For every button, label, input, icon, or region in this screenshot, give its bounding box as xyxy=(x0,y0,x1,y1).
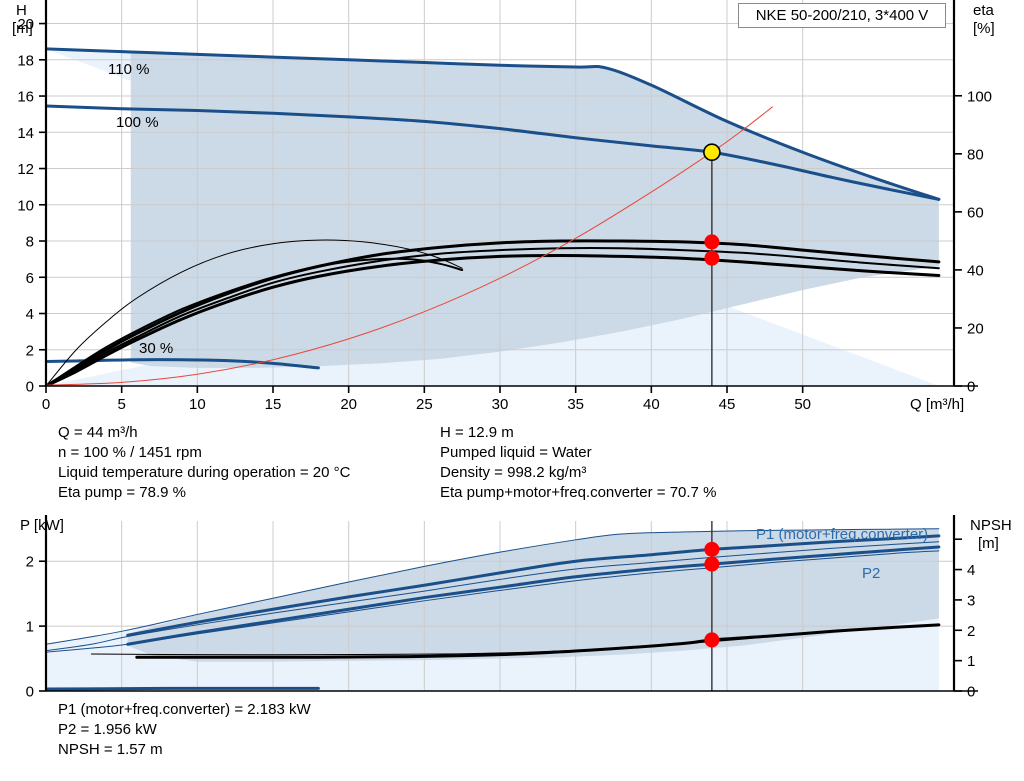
y2-tick-label: 3 xyxy=(967,592,975,609)
tick-marks: 0 2 4 6 8 10 12 14 16 18 20 0 20 40 60 80 100 0 5 10 15 20 25 3… xyxy=(17,16,992,413)
y-tick-label: 0 xyxy=(26,684,34,701)
y-tick-label: 2 xyxy=(26,554,34,571)
info-block-right: H = 12.9 m Pumped liquid = Water Density… xyxy=(440,423,716,503)
pump-title: NKE 50-200/210, 3*400 V xyxy=(755,7,929,24)
y2-tick-label: 40 xyxy=(967,262,984,279)
x-tick-label: 50 xyxy=(794,396,811,413)
curve-tag-110: 110 % xyxy=(108,61,150,78)
info-liquid-temp: Liquid temperature during operation = 20… xyxy=(58,464,351,481)
x-tick-label: 5 xyxy=(117,396,125,413)
y-tick-label: 16 xyxy=(17,89,34,106)
curve-eta-total xyxy=(46,254,941,386)
legend-p2: P2 xyxy=(862,565,881,582)
y2-tick-label: 20 xyxy=(967,320,984,337)
duty-marker-red xyxy=(704,234,720,250)
info-eta-pump: Eta pump = 78.9 % xyxy=(58,484,186,501)
y2-tick-label: 1 xyxy=(967,653,975,670)
y-tick-label: 8 xyxy=(26,234,34,251)
eta-axis-title: eta xyxy=(973,2,994,19)
duty-marker-red xyxy=(704,632,720,648)
x-tick-label: 0 xyxy=(42,396,50,413)
info-p2: P2 = 1.956 kW xyxy=(58,721,157,738)
npsh-axis-title: NPSH xyxy=(970,517,1012,534)
p-axis-title: P [kW] xyxy=(20,517,64,534)
duty-marker-red xyxy=(704,556,720,572)
x-tick-label: 40 xyxy=(643,396,660,413)
y-tick-label: 4 xyxy=(26,306,34,323)
head-eta-chart: 0 2 4 6 8 10 12 14 16 18 20 0 20 40 60 80 100 0 5 10 15 20 25 3… xyxy=(17,0,992,413)
curve-h-100-thin xyxy=(46,105,144,110)
tick-marks: 0 1 2 0 1 2 3 4 xyxy=(26,538,975,701)
y-tick-label: 1 xyxy=(26,619,34,636)
y-tick-label: 14 xyxy=(17,125,34,142)
curve-p1-110- xyxy=(46,528,940,645)
duty-marker-red xyxy=(704,541,720,557)
axes xyxy=(44,515,978,692)
x-tick-label: 20 xyxy=(340,396,357,413)
curve-p1-thin-low xyxy=(46,541,940,652)
info-n: n = 100 % / 1451 rpm xyxy=(58,444,202,461)
info-eta-total: Eta pump+motor+freq.converter = 70.7 % xyxy=(440,484,717,501)
info-p1: P1 (motor+freq.converter) = 2.183 kW xyxy=(58,701,311,718)
curve-eta-aux-b xyxy=(46,257,464,386)
info-block-left: Q = 44 m³/h n = 100 % / 1451 rpm Liquid … xyxy=(58,423,350,503)
npsh-axis-unit: [m] xyxy=(978,535,999,552)
duty-marker-red xyxy=(704,250,720,266)
curve-p-30- xyxy=(46,686,320,691)
y2-tick-label: 100 xyxy=(967,88,992,105)
power-npsh-chart: 0 1 2 0 1 2 3 4 xyxy=(26,515,978,701)
info-density: Density = 998.2 kg/m³ xyxy=(440,464,587,481)
y2-tick-label: 60 xyxy=(967,204,984,221)
curve-p1-100- xyxy=(126,534,941,637)
duty-point-marker xyxy=(703,143,721,162)
info-npsh: NPSH = 1.57 m xyxy=(58,741,163,758)
y2-tick-label: 4 xyxy=(967,562,975,579)
y2-tick-label: 0 xyxy=(967,379,975,396)
eta-axis-unit: [%] xyxy=(973,20,995,37)
x-tick-label: 10 xyxy=(189,396,206,413)
info-h: H = 12.9 m xyxy=(440,424,514,441)
x-tick-label: 35 xyxy=(567,396,584,413)
h-axis-title: H xyxy=(16,2,27,19)
info-q: Q = 44 m³/h xyxy=(58,424,138,441)
q-axis-title: Q [m³/h] xyxy=(910,396,965,413)
y-tick-label: 2 xyxy=(26,342,34,359)
y-tick-label: 18 xyxy=(17,52,34,69)
info-block-bottom: P1 (motor+freq.converter) = 2.183 kW P2 … xyxy=(58,700,311,760)
y-tick-label: 0 xyxy=(26,379,34,396)
y-tick-label: 20 xyxy=(17,16,34,33)
curve-h-110- xyxy=(46,47,941,201)
y2-tick-label: 2 xyxy=(967,623,975,640)
band-range-main xyxy=(130,51,939,368)
x-tick-label: 30 xyxy=(492,396,509,413)
y-tick-label: 10 xyxy=(17,197,34,214)
y-tick-label: 12 xyxy=(17,161,34,178)
x-tick-label: 15 xyxy=(265,396,282,413)
x-tick-label: 45 xyxy=(719,396,736,413)
pump-title-box: NKE 50-200/210, 3*400 V xyxy=(738,3,946,28)
y2-tick-label: 0 xyxy=(967,684,975,701)
curve-eta-aux-a xyxy=(46,247,940,386)
curve-h-110-thin xyxy=(46,48,132,52)
curve-npsh xyxy=(135,623,941,659)
info-pumped-liquid: Pumped liquid = Water xyxy=(440,444,592,461)
y2-tick-label: 80 xyxy=(967,146,984,163)
y-tick-label: 6 xyxy=(26,270,34,287)
legend-p1: P1 (motor+freq.converter) xyxy=(756,526,929,543)
curve-h-100- xyxy=(46,104,941,201)
x-tick-label: 25 xyxy=(416,396,433,413)
axes xyxy=(44,0,978,387)
curve-tag-100: 100 % xyxy=(116,114,159,131)
h-axis-unit: [m] xyxy=(12,20,33,37)
gridlines xyxy=(45,0,954,386)
curve-tag-30: 30 % xyxy=(139,340,174,357)
curve-p2-100- xyxy=(126,545,941,646)
curve-eta-pump xyxy=(46,239,941,386)
curve-p2-thin xyxy=(46,550,940,653)
